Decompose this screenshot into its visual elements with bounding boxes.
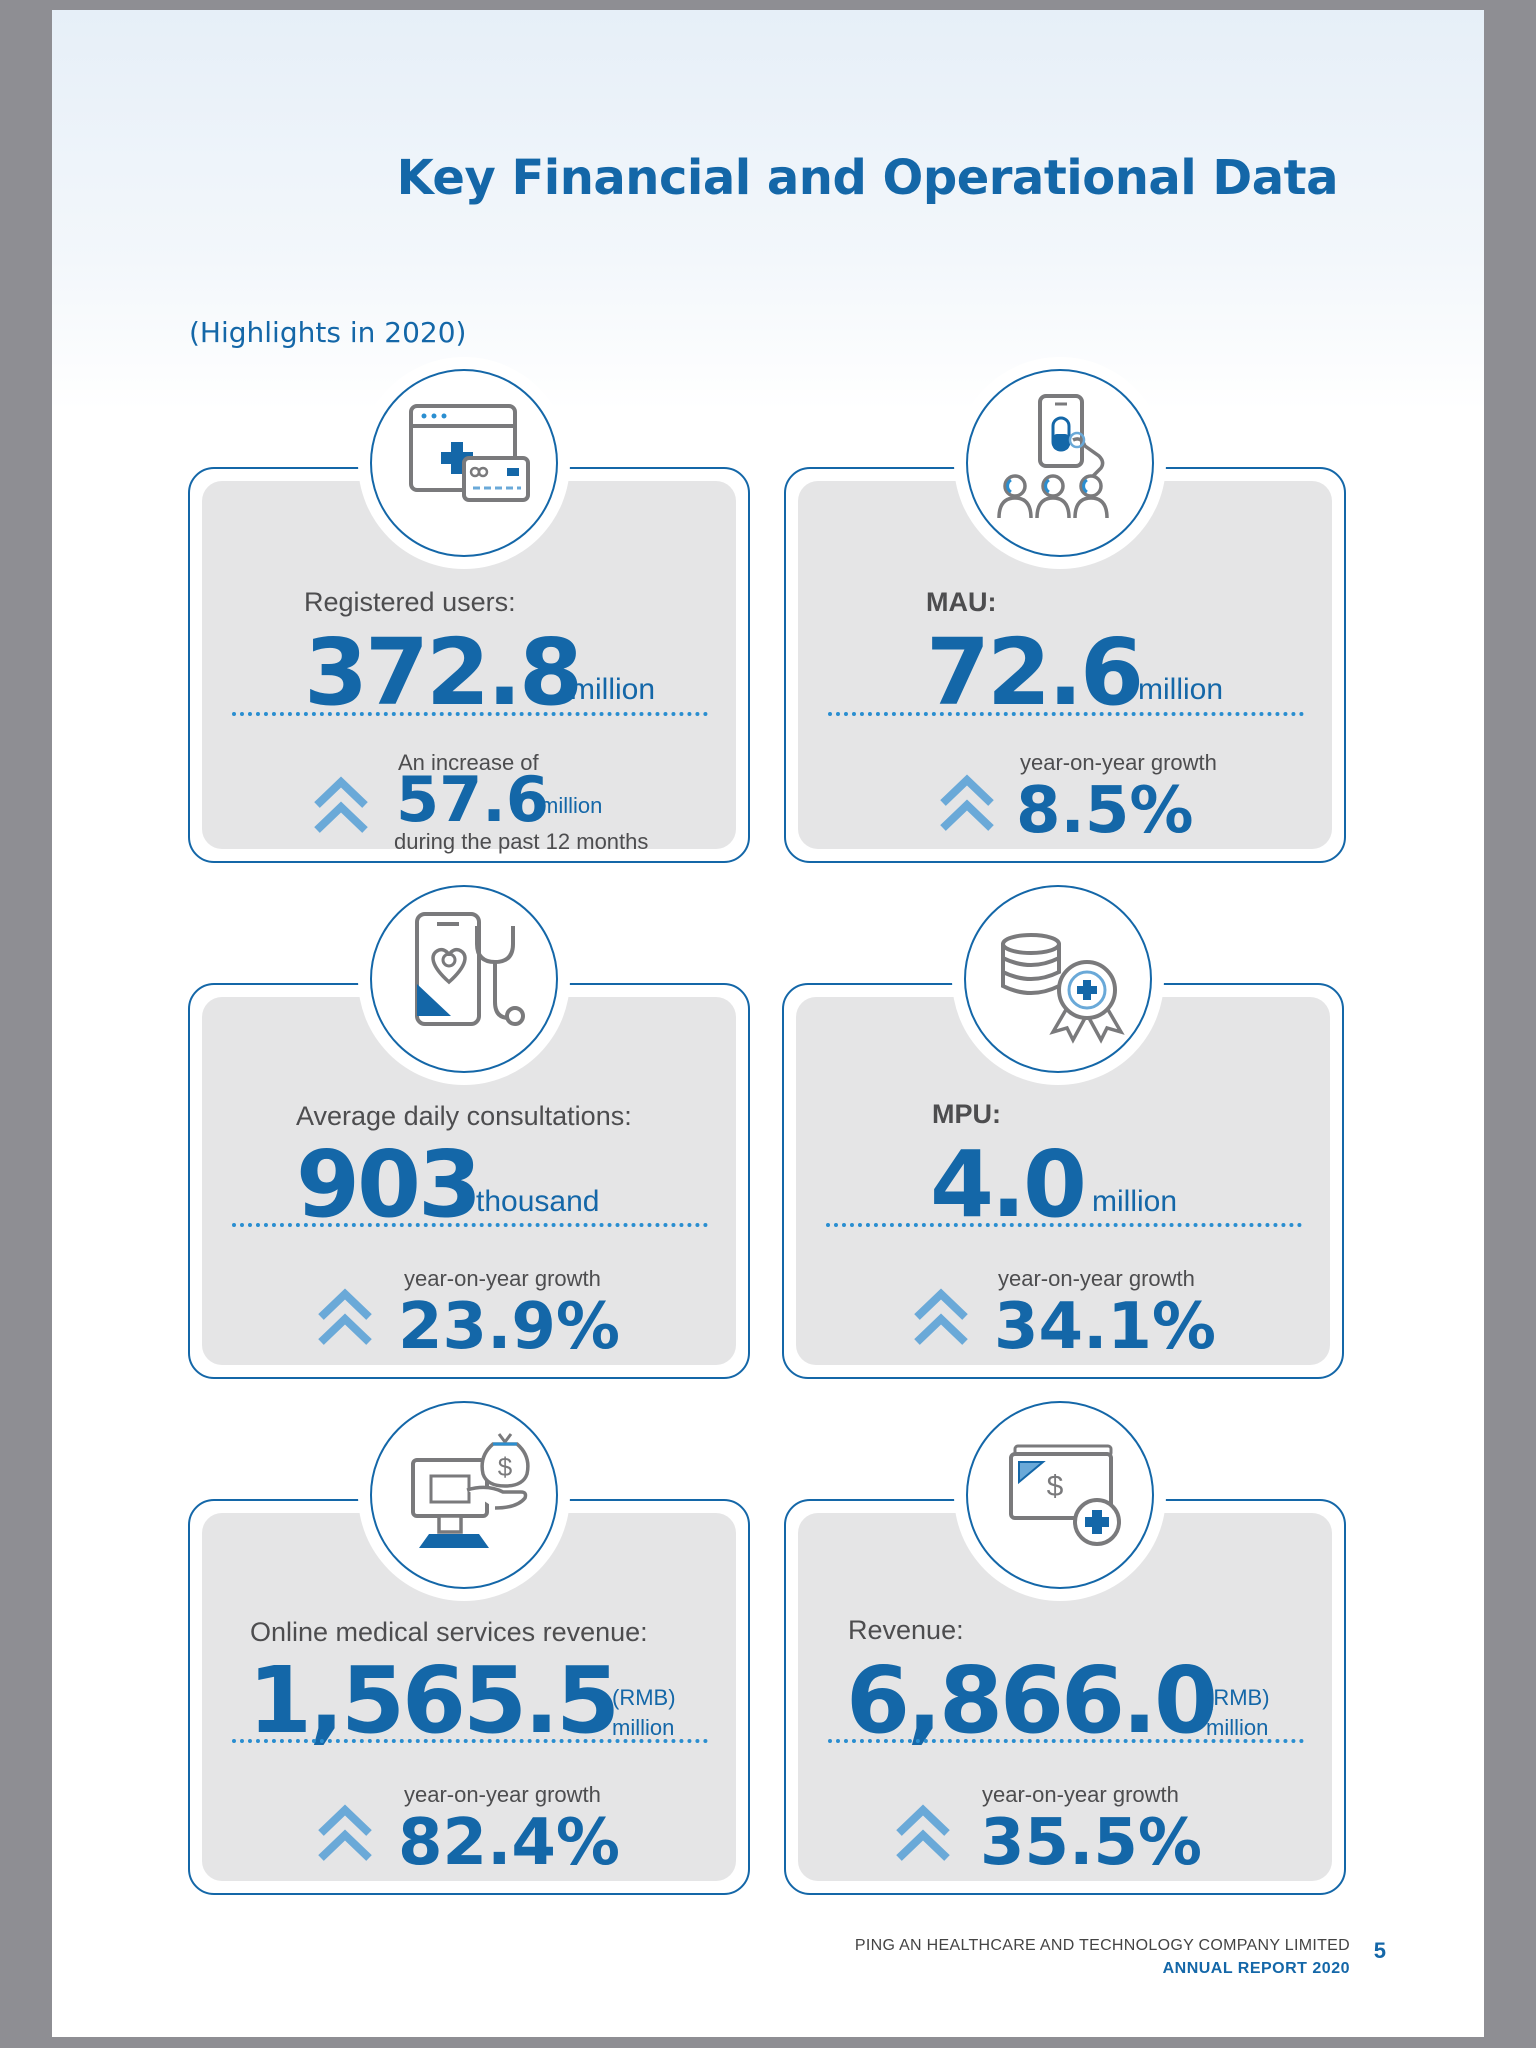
metric-value: 6,866.0: [846, 1647, 1218, 1754]
footer-report: ANNUAL REPORT 2020: [1162, 1960, 1350, 1977]
double-chevron-up-icon: [316, 1287, 374, 1349]
metric-label: Registered users:: [304, 587, 516, 617]
dotted-divider: [828, 1739, 1304, 1743]
metric-value: 372.8: [304, 619, 583, 726]
icon-circle: $: [370, 1401, 558, 1589]
double-chevron-up-icon: [316, 1803, 374, 1865]
metric-value: 1,565.5: [248, 1647, 620, 1754]
card-mau: MAU: 72.6 million year-on-year growth 8.…: [784, 369, 1346, 863]
mobile-users-icon: [997, 394, 1109, 519]
metric-unit: thousand: [476, 1185, 600, 1218]
cash-medical-icon: $: [1009, 1444, 1121, 1546]
growth-label: year-on-year growth: [404, 1266, 601, 1291]
report-page: Key Financial and Operational Data (High…: [52, 10, 1484, 2037]
metric-unit: million: [1092, 1185, 1178, 1218]
unit-scale: million: [1206, 1714, 1269, 1740]
page-subtitle: (Highlights in 2020): [189, 316, 467, 349]
metric-label: Average daily consultations:: [296, 1101, 632, 1131]
phone-stethoscope-icon: [415, 912, 525, 1026]
increase-value: 57.6: [396, 763, 549, 836]
double-chevron-up-icon: [912, 1287, 970, 1349]
metric-value: 72.6: [926, 619, 1144, 726]
increase-unit: million: [540, 793, 603, 818]
computer-money-icon: $: [411, 1433, 530, 1548]
dotted-divider: [232, 1223, 708, 1227]
increase-suffix: during the past 12 months: [394, 829, 649, 854]
coins-badge-icon: [1001, 933, 1125, 1044]
growth-label: year-on-year growth: [998, 1266, 1195, 1291]
card-revenue: $ Revenue: 6,866.0 (RMB) million year-on…: [784, 1401, 1346, 1895]
growth-value: 35.5%: [980, 1806, 1203, 1880]
icon-circle: [966, 369, 1154, 557]
card-online-medical-revenue: $ Online medical services revenue: 1,565…: [188, 1401, 750, 1895]
svg-text:$: $: [498, 1452, 513, 1482]
metric-label: Online medical services revenue:: [250, 1617, 648, 1647]
icon-circle: $: [966, 1401, 1154, 1589]
double-chevron-up-icon: [938, 773, 996, 835]
metric-label: MAU:: [926, 587, 997, 617]
metric-label: MPU:: [932, 1099, 1001, 1129]
growth-label: year-on-year growth: [982, 1782, 1179, 1807]
card-daily-consultations: Average daily consultations: 903 thousan…: [188, 885, 750, 1379]
metric-unit: million: [1138, 673, 1224, 706]
unit-currency: (RMB): [1206, 1685, 1270, 1710]
increase-prefix: An increase of: [398, 750, 539, 775]
double-chevron-up-icon: [894, 1803, 952, 1865]
icon-circle: [370, 369, 558, 557]
web-payment-icon: [409, 404, 530, 502]
metric-label: Revenue:: [848, 1615, 964, 1645]
double-chevron-up-icon: [312, 775, 370, 837]
growth-label: year-on-year growth: [404, 1782, 601, 1807]
growth-value: 8.5%: [1016, 774, 1194, 848]
growth-label: year-on-year growth: [1020, 750, 1217, 775]
metric-unit: million: [570, 673, 656, 706]
unit-scale: million: [612, 1714, 675, 1740]
icon-circle: [370, 885, 558, 1073]
metric-unit: (RMB) million: [1206, 1683, 1270, 1742]
unit-currency: (RMB): [612, 1685, 676, 1710]
metric-unit: (RMB) million: [612, 1683, 676, 1742]
svg-text:$: $: [1047, 1470, 1064, 1503]
growth-value: 82.4%: [398, 1806, 621, 1880]
card-mpu: MPU: 4.0 million year-on-year growth 34.…: [782, 885, 1344, 1379]
metric-value: 903: [296, 1131, 482, 1238]
growth-value: 34.1%: [994, 1290, 1217, 1364]
metric-value: 4.0: [930, 1131, 1087, 1238]
growth-value: 23.9%: [398, 1290, 621, 1364]
page-title: Key Financial and Operational Data: [396, 150, 1339, 206]
card-registered-users: Registered users: 372.8 million An incre…: [188, 369, 750, 863]
dotted-divider: [828, 712, 1304, 716]
footer-company: PING AN HEALTHCARE AND TECHNOLOGY COMPAN…: [854, 1937, 1350, 1954]
dotted-divider: [232, 712, 708, 716]
dotted-divider: [232, 1739, 708, 1743]
dotted-divider: [826, 1223, 1302, 1227]
icon-circle: [964, 885, 1152, 1073]
page-number: 5: [1373, 1938, 1386, 1963]
